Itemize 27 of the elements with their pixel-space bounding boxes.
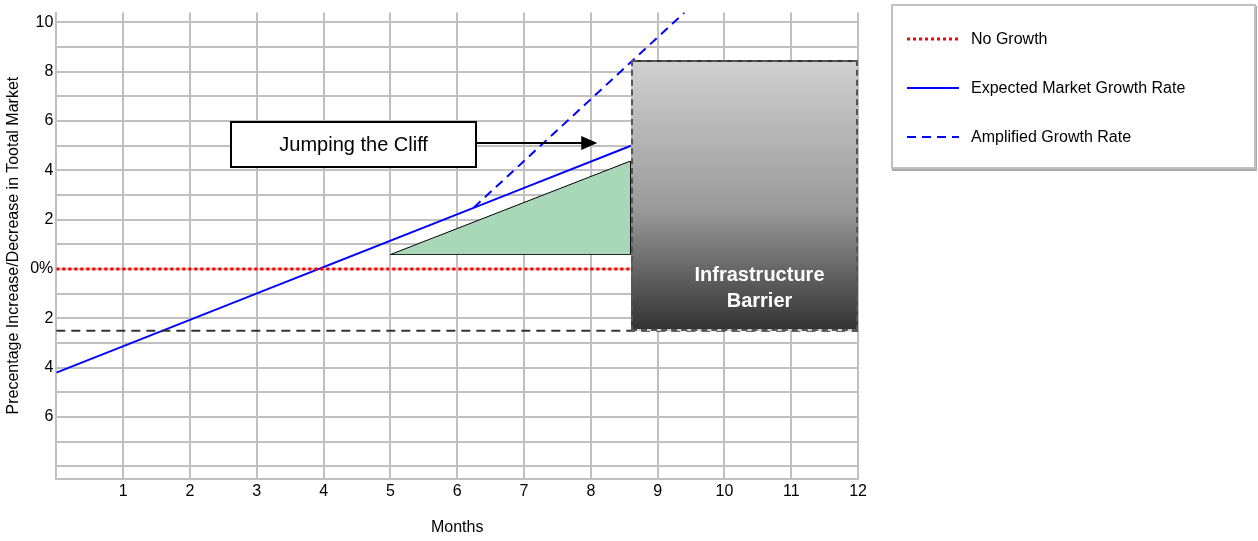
x-tick-label: 6 bbox=[452, 481, 462, 499]
y-tick-label: 6 bbox=[44, 111, 54, 129]
y-tick-label: 6 bbox=[44, 407, 54, 425]
y-tick-label: 2 bbox=[44, 308, 54, 326]
x-tick-label: 2 bbox=[185, 481, 195, 499]
legend-label: Amplified Growth Rate bbox=[971, 127, 1132, 146]
x-tick-label: 3 bbox=[252, 481, 262, 499]
x-tick-label: 9 bbox=[653, 481, 663, 499]
x-tick-label: 4 bbox=[319, 481, 329, 499]
y-tick-label: 4 bbox=[44, 358, 54, 376]
x-tick-label: 12 bbox=[849, 481, 868, 499]
y-tick-label: 10 bbox=[35, 12, 54, 30]
x-tick-label: 10 bbox=[715, 481, 734, 499]
annotation: Infrastructure Barrier bbox=[693, 261, 826, 313]
x-axis-title: Months bbox=[430, 517, 484, 535]
x-tick-label: 11 bbox=[782, 481, 800, 499]
y-tick-label: 8 bbox=[44, 62, 54, 80]
y-tick-label: 4 bbox=[44, 160, 54, 178]
x-tick-label: 1 bbox=[118, 481, 128, 499]
x-tick-label: 7 bbox=[519, 481, 529, 499]
x-tick-label: 5 bbox=[385, 481, 395, 499]
y-tick-label: 2 bbox=[44, 210, 54, 228]
legend-label: Expected Market Growth Rate bbox=[971, 78, 1186, 97]
y-tick-label: 0% bbox=[30, 259, 54, 277]
y-axis-title: Precentage Increase/Decrease in Tootal Market bbox=[4, 76, 22, 415]
legend-label: No Growth bbox=[971, 29, 1048, 48]
x-tick-label: 8 bbox=[586, 481, 596, 499]
